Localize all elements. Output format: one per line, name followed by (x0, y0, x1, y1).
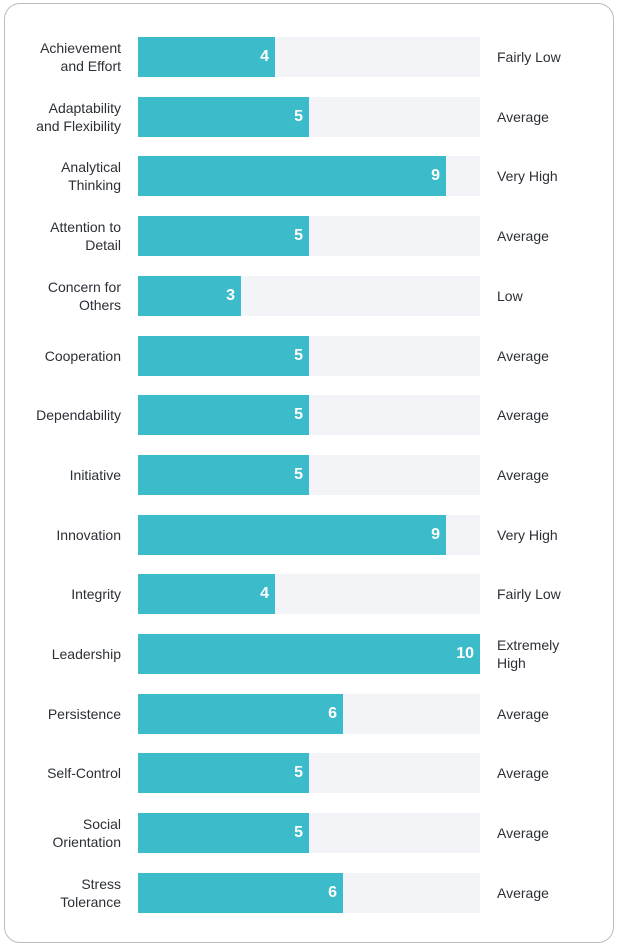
trait-label: Adaptability and Flexibility (36, 100, 121, 134)
trait-label: Integrity (71, 586, 121, 602)
bar-track: 3 (138, 276, 480, 316)
trait-label: Dependability (36, 407, 121, 423)
trait-label: Concern for Others (47, 279, 121, 313)
level-label: Fairly Low (497, 49, 561, 65)
bar-value-label: 4 (260, 48, 269, 65)
bar-track: 5 (138, 336, 480, 376)
chart-row: Cooperation 5 Average (0, 336, 621, 376)
chart-row: Leadership 10 Extremely High (0, 634, 621, 674)
chart-row: Persistence 6 Average (0, 694, 621, 734)
trait-label: Attention to Detail (50, 219, 121, 253)
level-label: Average (497, 228, 549, 244)
bar-track: 4 (138, 574, 480, 614)
trait-label: Analytical Thinking (61, 159, 121, 193)
bar-value-label: 9 (431, 526, 440, 543)
level-label: Average (497, 706, 549, 722)
bar-track: 5 (138, 216, 480, 256)
level-label: Average (497, 765, 549, 781)
trait-label: Achievement and Effort (40, 40, 121, 74)
bar: 5 (138, 97, 309, 137)
bar: 9 (138, 515, 446, 555)
chart-row: Stress Tolerance 6 Average (0, 873, 621, 913)
bar-track: 5 (138, 395, 480, 435)
bar: 4 (138, 574, 275, 614)
chart-row: Concern for Others 3 Low (0, 276, 621, 316)
level-label: Average (497, 348, 549, 364)
bar-value-label: 3 (226, 287, 235, 304)
bar-value-label: 6 (328, 705, 337, 722)
chart-row: Self-Control 5 Average (0, 753, 621, 793)
chart-row: Innovation 9 Very High (0, 515, 621, 555)
bar-track: 5 (138, 455, 480, 495)
bar-track: 6 (138, 694, 480, 734)
chart-row: Social Orientation 5 Average (0, 813, 621, 853)
trait-label: Self-Control (47, 765, 121, 781)
level-label: Very High (497, 168, 558, 184)
bar-track: 5 (138, 753, 480, 793)
bar: 5 (138, 395, 309, 435)
trait-label: Leadership (51, 646, 121, 662)
bar: 4 (138, 37, 275, 77)
bar-track: 9 (138, 515, 480, 555)
bar-value-label: 5 (294, 466, 303, 483)
level-label: Low (497, 288, 523, 304)
bar-value-label: 6 (328, 884, 337, 901)
level-label: Average (497, 109, 549, 125)
bar-value-label: 5 (294, 824, 303, 841)
bar-track: 5 (138, 97, 480, 137)
chart-row: Attention to Detail 5 Average (0, 216, 621, 256)
trait-label: Initiative (69, 467, 121, 483)
bar: 9 (138, 156, 446, 196)
chart-row: Achievement and Effort 4 Fairly Low (0, 37, 621, 77)
bar: 5 (138, 813, 309, 853)
trait-label: Social Orientation (52, 816, 121, 850)
bar-value-label: 9 (431, 167, 440, 184)
trait-label: Cooperation (44, 348, 121, 364)
chart-row: Initiative 5 Average (0, 455, 621, 495)
bar: 3 (138, 276, 241, 316)
trait-label: Stress Tolerance (60, 876, 121, 910)
bar: 6 (138, 873, 343, 913)
level-label: Average (497, 467, 549, 483)
bar: 5 (138, 336, 309, 376)
chart-row: Adaptability and Flexibility 5 Average (0, 97, 621, 137)
bar-value-label: 4 (260, 585, 269, 602)
level-label: Very High (497, 527, 558, 543)
chart-row: Integrity 4 Fairly Low (0, 574, 621, 614)
bar: 5 (138, 216, 309, 256)
chart-row: Analytical Thinking 9 Very High (0, 156, 621, 196)
bar-track: 10 (138, 634, 480, 674)
level-label: Average (497, 825, 549, 841)
bar-value-label: 5 (294, 347, 303, 364)
level-label: Fairly Low (497, 586, 561, 602)
bar-value-label: 5 (294, 764, 303, 781)
trait-label: Persistence (47, 706, 121, 722)
level-label: Average (497, 407, 549, 423)
bar-value-label: 5 (294, 108, 303, 125)
bar-track: 5 (138, 813, 480, 853)
bar: 5 (138, 455, 309, 495)
bar-track: 9 (138, 156, 480, 196)
trait-label: Innovation (56, 527, 121, 543)
bar: 5 (138, 753, 309, 793)
bar-value-label: 10 (456, 645, 474, 662)
bar: 6 (138, 694, 343, 734)
bar-value-label: 5 (294, 406, 303, 423)
bar: 10 (138, 634, 480, 674)
bar-track: 6 (138, 873, 480, 913)
level-label: Average (497, 885, 549, 901)
bar-value-label: 5 (294, 227, 303, 244)
chart-row: Dependability 5 Average (0, 395, 621, 435)
bar-track: 4 (138, 37, 480, 77)
level-label: Extremely High (497, 637, 560, 671)
